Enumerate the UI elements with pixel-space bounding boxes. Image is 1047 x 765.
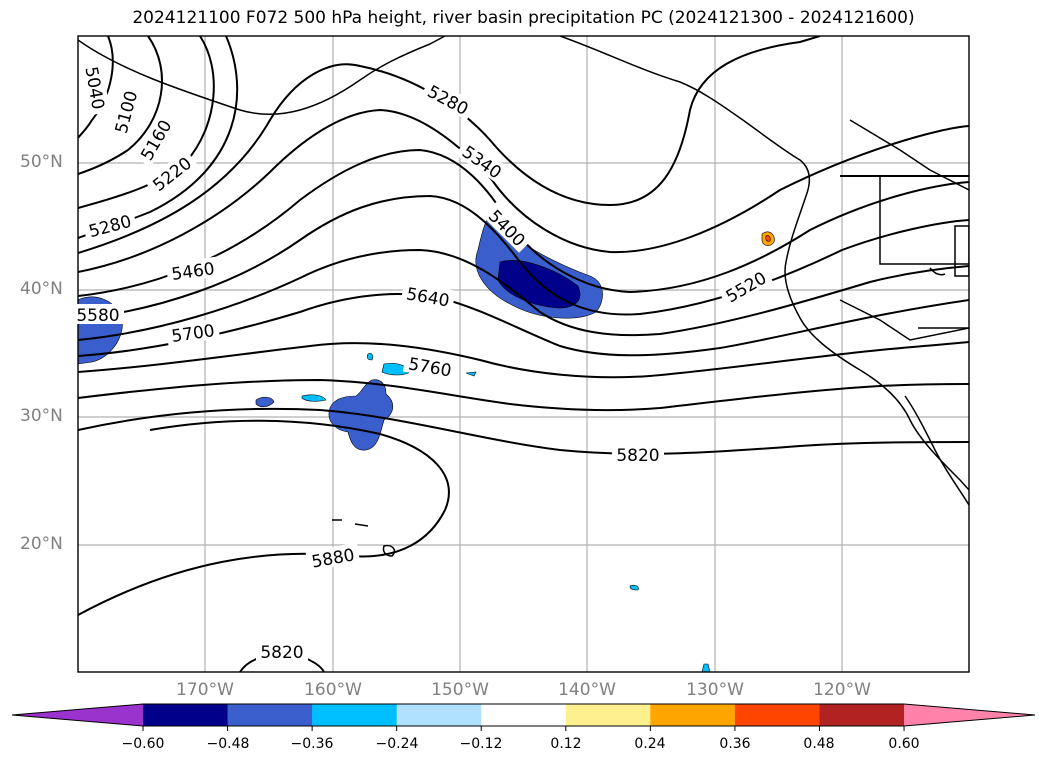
lon-label-130w: 130°W — [686, 680, 744, 700]
colorbar-tick: 0.60 — [888, 736, 920, 752]
contour-label: 5820 — [616, 446, 659, 466]
plot-area — [78, 36, 969, 672]
lat-label-30n: 30°N — [20, 406, 63, 426]
contour-label-bg — [144, 149, 199, 198]
colorbar-tick: −0.24 — [375, 736, 419, 752]
colorbar-tick: −0.36 — [290, 736, 334, 752]
colorbar-tick: 0.12 — [550, 736, 582, 752]
colorbar-extend-left — [12, 704, 143, 726]
colorbar-segment — [227, 704, 313, 726]
contour-label-bg — [165, 256, 220, 284]
lon-label-160w: 160°W — [304, 680, 362, 700]
contour-label-bg — [402, 351, 458, 381]
lon-label-120w: 120°W — [813, 680, 871, 700]
height-contours — [78, 36, 969, 672]
lon-label-170w: 170°W — [176, 680, 234, 700]
contour-label-bg — [455, 138, 510, 185]
lat-label-50n: 50°N — [20, 152, 63, 172]
coastlines — [78, 36, 969, 557]
colorbar-segment — [143, 704, 229, 726]
contour-label-bg — [82, 208, 138, 242]
contour-label-bg — [305, 542, 361, 572]
lon-label-140w: 140°W — [558, 680, 616, 700]
colorbar-tick: −0.60 — [121, 736, 165, 752]
precip-core-north — [497, 260, 581, 309]
contour-label-bg — [482, 201, 534, 253]
colorbar-tick: 0.36 — [719, 736, 751, 752]
colorbar-segment — [650, 704, 736, 726]
colorbar-extend-right — [904, 704, 1035, 726]
contour-label-bg — [81, 60, 111, 116]
contour-label-bg — [420, 78, 477, 121]
colorbar-tick: −0.12 — [459, 736, 503, 752]
colorbar — [11, 703, 1036, 731]
colorbar-segment — [481, 704, 567, 726]
plot-frame — [77, 35, 970, 673]
contour-label-bg — [133, 111, 177, 168]
contour-label-bg — [108, 84, 142, 140]
colorbar-segment — [565, 704, 651, 726]
lat-label-20n: 20°N — [20, 534, 63, 554]
contour-label-bg — [400, 281, 456, 311]
colorbar-segment — [819, 704, 905, 726]
contour-label-bg — [612, 444, 664, 464]
colorbar-segment — [312, 704, 398, 726]
map-title: 2024121100 F072 500 hPa height, river ba… — [132, 8, 915, 28]
colorbar-tick: 0.48 — [803, 736, 835, 752]
colorbar-segment — [396, 704, 482, 726]
colorbar-tick: −0.48 — [206, 736, 250, 752]
lon-label-150w: 150°W — [431, 680, 489, 700]
contour-label: 5820 — [260, 643, 303, 663]
colorbar-tick: 0.24 — [634, 736, 666, 752]
lat-label-40n: 40°N — [20, 279, 63, 299]
contour-label-bg — [717, 264, 774, 308]
contour-label-bg — [256, 641, 308, 661]
colorbar-segment — [734, 704, 820, 726]
contour-label: 5580 — [76, 306, 119, 326]
contour-label-bg — [72, 304, 124, 324]
contour-label-bg — [165, 318, 220, 346]
